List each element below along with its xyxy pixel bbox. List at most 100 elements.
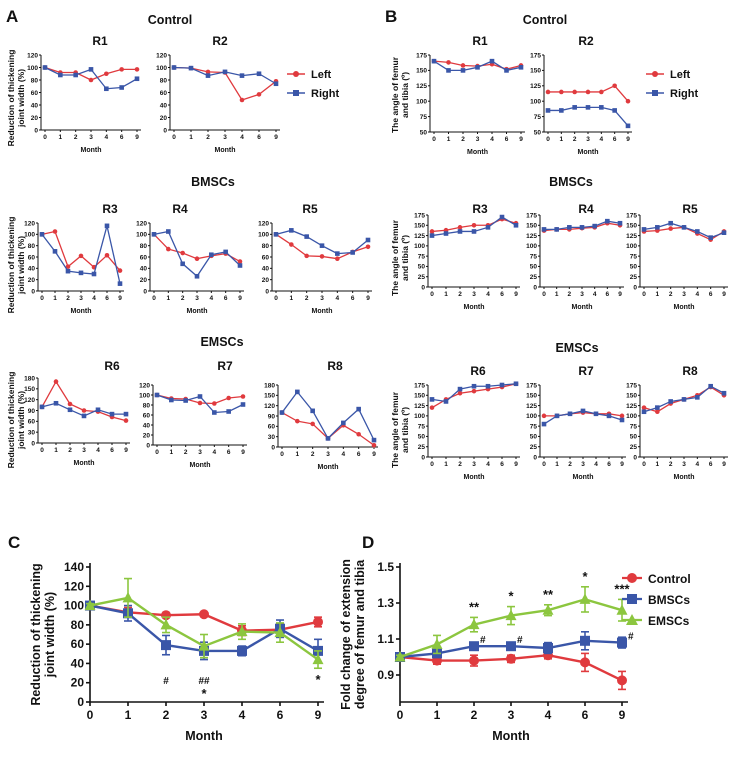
chart-c-ytick-label: 0 bbox=[77, 695, 84, 709]
chart-b-r4-series-right-point bbox=[554, 227, 559, 232]
chart-a-r8-title: R8 bbox=[327, 359, 343, 373]
chart-b-r1-ytick-label: 150 bbox=[416, 68, 427, 75]
chart-b-r2-ytick-label: 50 bbox=[534, 129, 542, 136]
chart-b-r7-ytick-label: 150 bbox=[526, 393, 537, 400]
chart-d-series-emscs-point bbox=[505, 609, 517, 621]
chart-a-r4-ytick-label: 20 bbox=[140, 277, 148, 284]
chart-b-r8-xtick-label: 6 bbox=[709, 461, 713, 468]
chart-a-r7-title: R7 bbox=[217, 359, 233, 373]
chart-b-r8-xtick-label: 2 bbox=[669, 461, 673, 468]
chart-a-r7-xtick-label: 3 bbox=[198, 449, 202, 456]
chart-d-significance-mark: ** bbox=[469, 599, 480, 614]
chart-b-r8: R8 0 25 50 75 100 125 150 175 0 1 2 3 4 6 9 Month bbox=[626, 364, 728, 481]
chart-b-r8-xlabel: Month bbox=[674, 474, 695, 481]
chart-a-r7-ytick-label: 80 bbox=[143, 402, 151, 409]
chart-a-r8-xlabel: Month bbox=[318, 464, 339, 471]
chart-c-series-emscs-point bbox=[274, 626, 286, 638]
chart-b-r4-series-right-point bbox=[617, 220, 623, 226]
chart-d-ytick-label: 0.9 bbox=[377, 668, 394, 682]
chart-b-r4: R4 0 25 50 75 100 125 150 175 0 1 2 3 4 6 9 Month bbox=[526, 202, 624, 311]
chart-b-r4-xtick-label: 9 bbox=[618, 291, 622, 298]
chart-d-xtick-label: 2 bbox=[471, 708, 478, 722]
chart-b-r4-title: R4 bbox=[578, 202, 594, 216]
ylabel-b-row1-line1: The angle of femur bbox=[390, 56, 400, 133]
chart-b-r3-xlabel: Month bbox=[464, 304, 485, 311]
chart-a-r8-series-left-point bbox=[295, 418, 300, 424]
chart-a-r1-series-right-point bbox=[134, 76, 140, 82]
chart-d-series-bmscs-point bbox=[617, 637, 627, 648]
chart-a-r3-series-right-point bbox=[104, 223, 110, 229]
chart-b-r6-xlabel: Month bbox=[464, 474, 485, 481]
chart-a-r5-series-right-line bbox=[275, 229, 369, 255]
chart-b-r3-ytick-label: 175 bbox=[414, 212, 425, 219]
chart-b-r2-series-left-point bbox=[545, 89, 551, 95]
chart-b-r4-xtick-label: 1 bbox=[555, 291, 559, 298]
chart-a-r6-xtick-label: 4 bbox=[96, 447, 100, 454]
chart-a-r2-ytick-label: 0 bbox=[163, 127, 167, 134]
chart-b-r2-series-right-point bbox=[559, 108, 564, 113]
chart-b-r3-xtick-label: 4 bbox=[486, 291, 490, 298]
chart-b-r4-xtick-label: 3 bbox=[580, 291, 584, 298]
chart-b-r2-xtick-label: 1 bbox=[560, 136, 564, 143]
chart-d-series-emscs-point bbox=[394, 651, 406, 662]
chart-b-r3-ytick-label: 0 bbox=[421, 284, 425, 291]
chart-b-r8-ytick-label: 25 bbox=[630, 444, 638, 451]
chart-a-r2-xtick-label: 0 bbox=[172, 134, 176, 141]
chart-a-r5: R5 0 20 40 60 80 100 120 0 1 2 3 4 6 9 Month bbox=[258, 202, 372, 315]
chart-d-significance-mark: # bbox=[480, 635, 486, 646]
chart-a-r3-title: R3 bbox=[102, 202, 118, 216]
chart-b-r8-ytick-label: 50 bbox=[630, 434, 638, 441]
chart-a-r2-ytick-label: 120 bbox=[156, 52, 167, 59]
chart-a-r6-ytick-label: 90 bbox=[28, 408, 36, 415]
legend-b-left-label: Left bbox=[670, 69, 691, 81]
chart-b-r6-series-right-point bbox=[513, 381, 519, 387]
chart-a-r5-series-left-point bbox=[289, 242, 294, 247]
chart-a-r3-xtick-label: 0 bbox=[40, 295, 44, 302]
chart-b-r5-ytick-label: 175 bbox=[626, 212, 637, 219]
chart-b-r3-series-right-point bbox=[485, 225, 491, 230]
chart-a-r5-series-right-point bbox=[273, 232, 279, 237]
chart-a-r1-series-right-point bbox=[42, 65, 48, 70]
chart-a-r4-series-left-point bbox=[194, 256, 200, 262]
chart-b-r8-ytick-label: 150 bbox=[626, 393, 637, 400]
chart-a-r8-xtick-label: 4 bbox=[342, 451, 346, 458]
chart-d-series-bmscs-point bbox=[580, 635, 590, 646]
chart-b-r8-xtick-label: 0 bbox=[642, 461, 646, 468]
chart-a-r6-ytick-label: 180 bbox=[24, 375, 35, 382]
chart-a-r4-xtick-label: 9 bbox=[238, 295, 242, 302]
legend-a-left-label: Left bbox=[311, 69, 332, 81]
chart-b-r2: R2 50 75 100 125 150 175 0 1 2 3 4 6 9 Month bbox=[530, 34, 632, 156]
chart-a-r5-series-left-point bbox=[335, 256, 340, 262]
chart-a-r6-series-left-point bbox=[67, 401, 73, 407]
chart-b-r5-series-right-point bbox=[695, 229, 700, 234]
chart-a-r3-series-left-point bbox=[78, 253, 84, 259]
group-title-a-control: Control bbox=[148, 13, 192, 27]
chart-b-r5-series-right-point bbox=[655, 225, 660, 230]
chart-a-r8-series-left-point bbox=[371, 442, 377, 448]
ylabel-b-row3: The angle of femur and tibia (º) bbox=[390, 391, 410, 468]
chart-c-significance-mark: * bbox=[315, 672, 321, 687]
chart-c-xlabel: Month bbox=[185, 729, 222, 743]
chart-a-r4-xtick-label: 1 bbox=[167, 295, 171, 302]
chart-a-r7-xtick-label: 6 bbox=[227, 449, 231, 456]
chart-a-r4-ytick-label: 40 bbox=[140, 266, 148, 273]
chart-b-r6-series-right-point bbox=[471, 383, 477, 389]
chart-a-r5-series-left-point bbox=[365, 244, 371, 250]
chart-a-r2-xtick-label: 3 bbox=[223, 134, 227, 141]
chart-c-xtick-label: 6 bbox=[277, 708, 284, 722]
chart-a-r1-xlabel: Month bbox=[81, 147, 102, 154]
ylabel-b-row2-line2: and tibia (º) bbox=[400, 235, 410, 281]
chart-a-r4-xtick-label: 3 bbox=[195, 295, 199, 302]
chart-b-r4-xtick-label: 0 bbox=[542, 291, 546, 298]
chart-b-r1-ytick-label: 175 bbox=[416, 52, 427, 59]
legend-d-emscs-label: EMSCs bbox=[648, 614, 690, 628]
chart-d-significance-mark: ** bbox=[543, 587, 554, 602]
chart-a-r3-series-left-point bbox=[104, 253, 110, 258]
chart-a-r8-series-left-point bbox=[310, 421, 315, 427]
chart-d-xtick-label: 6 bbox=[582, 708, 589, 722]
chart-a-r5-series-right-point bbox=[319, 243, 325, 248]
chart-d-significance-mark: * bbox=[508, 589, 514, 604]
chart-b-r7-series-left-point bbox=[541, 413, 547, 419]
chart-b-r4-ytick-label: 75 bbox=[530, 253, 538, 260]
chart-d-xtick-label: 9 bbox=[619, 708, 626, 722]
